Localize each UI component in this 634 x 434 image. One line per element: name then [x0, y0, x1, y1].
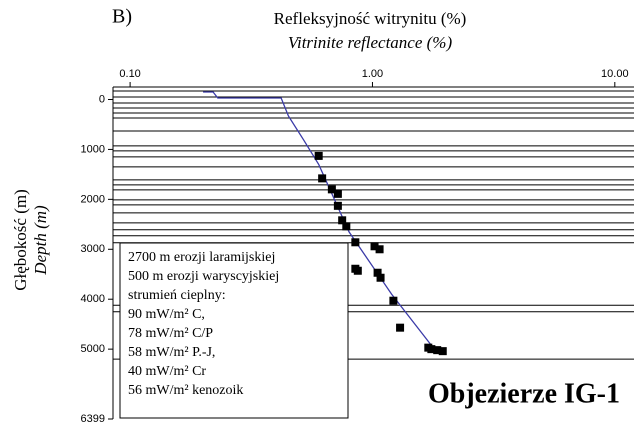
- x-axis-label: Refleksyjność witrynitu (%): [274, 9, 467, 28]
- panel-label: B): [112, 6, 132, 28]
- annotation-line: 56 mW/m² kenozoik: [128, 383, 243, 398]
- data-point: [375, 245, 384, 254]
- data-point: [338, 216, 347, 225]
- x-tick-label: 1.00: [362, 68, 383, 80]
- data-point: [351, 238, 360, 247]
- model-line: [203, 91, 435, 350]
- data-point: [433, 346, 442, 355]
- data-point: [396, 323, 405, 332]
- y-axis-label: Głębokość (m): [11, 189, 30, 291]
- y-axis-label-en: Depth (m): [31, 205, 50, 276]
- y-tick-label: 2000: [81, 193, 105, 205]
- annotation-line: 58 mW/m² P.-J,: [128, 345, 215, 360]
- annotation-line: 500 m erozji waryscyjskiej: [128, 269, 279, 284]
- y-tick-label: 3000: [81, 243, 105, 255]
- data-point: [314, 151, 323, 160]
- annotation-box: [119, 242, 349, 419]
- data-point: [438, 347, 447, 356]
- data-point: [327, 185, 336, 194]
- y-tick-label: 5000: [81, 343, 105, 355]
- data-point: [427, 345, 436, 354]
- annotation-line: 40 mW/m² Cr: [128, 364, 206, 379]
- annotation-line: 2700 m erozji laramijskiej: [128, 250, 275, 265]
- data-point: [353, 266, 362, 275]
- data-point: [333, 189, 342, 198]
- x-tick-label: 0.10: [119, 68, 140, 80]
- y-tick-label: 0: [99, 93, 105, 105]
- annotation-line: strumień cieplny:: [128, 288, 226, 303]
- annotation-line: 78 mW/m² C/P: [128, 326, 213, 341]
- annotation-line: 90 mW/m² C,: [128, 307, 205, 322]
- data-point: [370, 242, 379, 251]
- data-point: [376, 273, 385, 282]
- data-point: [342, 222, 351, 231]
- chart-title: Objezierze IG-1: [428, 378, 620, 409]
- data-point: [333, 201, 342, 210]
- y-tick-label: 4000: [81, 293, 105, 305]
- x-tick-label: 10.00: [601, 68, 629, 80]
- y-tick-label: 1000: [81, 143, 105, 155]
- y-tick-label: 6399: [81, 413, 105, 425]
- x-axis-label-en: Vitrinite reflectance (%): [288, 33, 453, 52]
- data-point: [389, 296, 398, 305]
- data-point: [373, 268, 382, 277]
- data-point: [318, 174, 327, 183]
